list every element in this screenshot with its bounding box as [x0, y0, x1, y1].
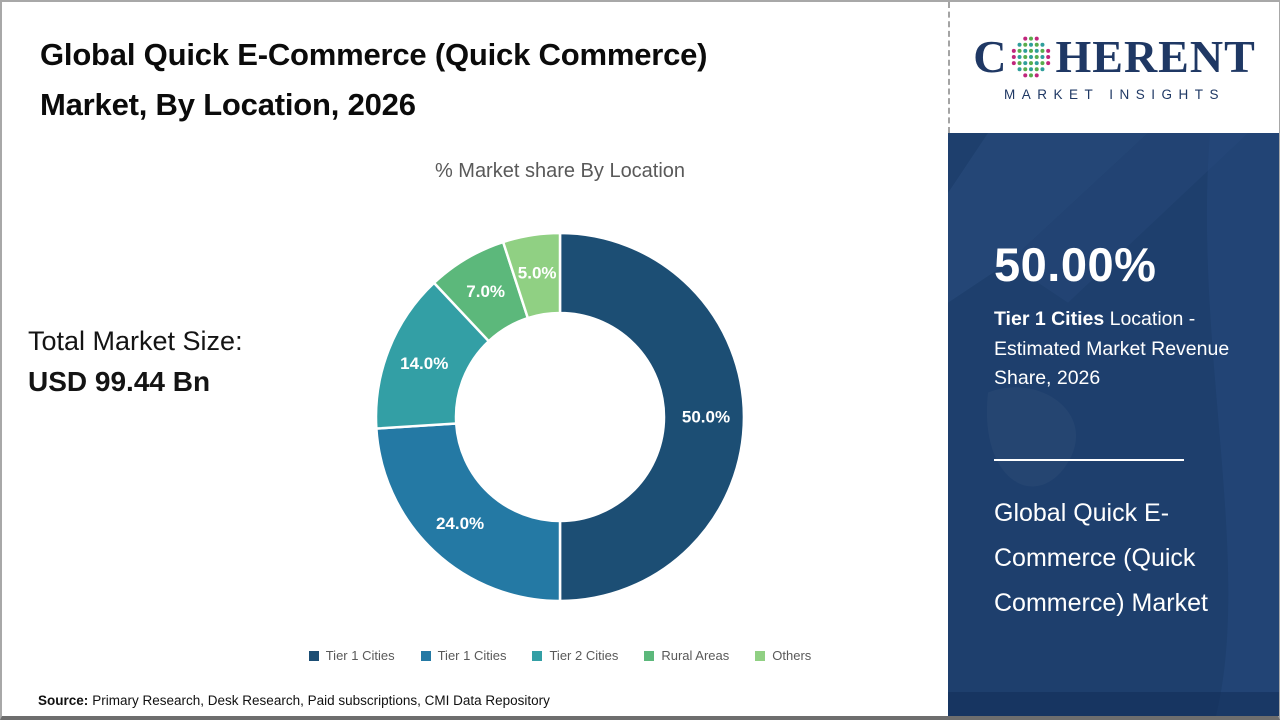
- legend-label: Tier 1 Cities: [437, 648, 507, 663]
- legend-item: Tier 2 Cities: [532, 648, 618, 663]
- legend-item: Tier 1 Cities: [308, 648, 395, 663]
- globe-dot: [1029, 54, 1034, 59]
- globe-dot: [1035, 48, 1040, 53]
- map-texture: [948, 133, 1279, 716]
- globe-icon: [1012, 36, 1051, 77]
- globe-dot: [1035, 66, 1040, 71]
- globe-dot: [1018, 42, 1023, 47]
- legend-item: Rural Areas: [644, 648, 729, 663]
- globe-dot: [1035, 72, 1040, 77]
- globe-dot: [1012, 48, 1017, 53]
- legend-item: Tier 1 Cities: [420, 648, 507, 663]
- donut-slice: [501, 231, 562, 320]
- brand-letters-rest: HERENT: [1055, 30, 1256, 82]
- globe-dot: [1029, 66, 1034, 71]
- legend-swatch: [644, 650, 655, 661]
- page-title-line2: Market, By Location, 2026: [40, 87, 416, 122]
- globe-dot: [1023, 72, 1028, 77]
- legend-swatch: [308, 650, 319, 661]
- legend-item: Others: [755, 648, 811, 663]
- globe-dot: [1023, 54, 1028, 59]
- globe-dot: [1029, 60, 1034, 65]
- chart-title: % Market share By Location: [434, 160, 686, 182]
- slice-value-label: 50.0%: [682, 408, 730, 427]
- source-label: Source:: [38, 693, 89, 708]
- globe-dot: [1029, 42, 1034, 47]
- globe-dot: [1040, 66, 1045, 71]
- globe-dot: [1040, 48, 1045, 53]
- legend-swatch: [420, 650, 431, 661]
- donut-slice: [375, 422, 562, 603]
- brand-wordmark: C HERENT: [973, 30, 1256, 82]
- globe-dot: [1023, 42, 1028, 47]
- globe-dot: [1029, 48, 1034, 53]
- donut-slice: [558, 231, 746, 603]
- total-market-size: Total Market Size: USD 99.44 Bn: [28, 324, 243, 399]
- globe-dot: [1046, 54, 1051, 59]
- globe-dot: [1035, 36, 1040, 41]
- highlight-percentage: 50.00%: [994, 238, 1157, 291]
- donut-chart: 50.0% 24.0% 14.0% 7.0% 5.0%: [374, 231, 746, 603]
- globe-dot: [1018, 54, 1023, 59]
- globe-dot: [1035, 54, 1040, 59]
- page-title: Global Quick E-Commerce (Quick Commerce)…: [40, 30, 890, 130]
- slice-value-label: 5.0%: [518, 263, 557, 282]
- highlight-description-rest: Location - Estimated Market Revenue Shar…: [994, 308, 1230, 389]
- brand-subtitle: MARKET INSIGHTS: [1003, 86, 1226, 102]
- globe-dot: [1012, 54, 1017, 59]
- brand-logo: C HERENT MARKET INSIGHTS: [948, 2, 1279, 133]
- legend-swatch: [755, 650, 766, 661]
- legend-swatch: [532, 650, 543, 661]
- source-text: Primary Research, Desk Research, Paid su…: [92, 693, 550, 708]
- legend-label: Tier 1 Cities: [325, 648, 395, 663]
- legend-label: Others: [772, 648, 812, 663]
- market-name: Global Quick E-Commerce (Quick Commerce)…: [994, 499, 1208, 617]
- globe-dot: [1035, 42, 1040, 47]
- globe-dot: [1023, 66, 1028, 71]
- globe-dot: [1029, 72, 1034, 77]
- globe-dot: [1018, 66, 1023, 71]
- highlight-description: Tier 1 Cities Location - Estimated Marke…: [994, 305, 1232, 394]
- legend-label: Tier 2 Cities: [549, 648, 619, 663]
- globe-dot: [1018, 60, 1023, 65]
- legend-label: Rural Areas: [661, 648, 730, 663]
- sidebar-panel: 50.00% Tier 1 Cities Location - Estimate…: [948, 133, 1279, 716]
- slice-value-label: 14.0%: [400, 354, 448, 373]
- highlight-segment-name: Tier 1 Cities: [994, 308, 1105, 330]
- slice-value-label: 24.0%: [436, 514, 484, 533]
- globe-dot: [1023, 60, 1028, 65]
- sidebar: C HERENT MARKET INSIGHTS 50.00% Tier 1 C…: [948, 2, 1279, 716]
- globe-dot: [1040, 54, 1045, 59]
- sidebar-divider: [994, 459, 1184, 461]
- globe-dot: [1012, 60, 1017, 65]
- globe-dot: [1023, 48, 1028, 53]
- globe-dot: [1046, 48, 1051, 53]
- globe-dot: [1035, 60, 1040, 65]
- total-market-size-label: Total Market Size:: [28, 326, 243, 356]
- globe-dot: [1040, 42, 1045, 47]
- total-market-size-value: USD 99.44 Bn: [28, 366, 211, 397]
- globe-dot: [1018, 48, 1023, 53]
- globe-dot: [1046, 60, 1051, 65]
- page-title-line1: Global Quick E-Commerce (Quick Commerce): [40, 37, 708, 72]
- brand-letter-c: C: [973, 30, 1008, 82]
- source-note: Source: Primary Research, Desk Research, …: [38, 693, 550, 708]
- chart-legend: Tier 1 Cities Tier 1 Cities Tier 2 Cities R…: [152, 648, 968, 663]
- globe-dot: [1040, 60, 1045, 65]
- globe-dot: [1029, 36, 1034, 41]
- slice-value-label: 7.0%: [466, 282, 505, 301]
- globe-dot: [1023, 36, 1028, 41]
